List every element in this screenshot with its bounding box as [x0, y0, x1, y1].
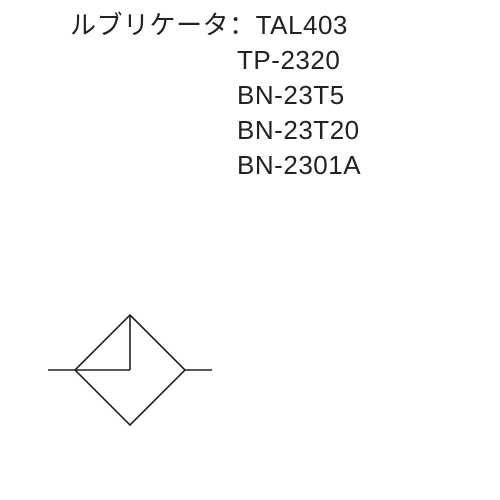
lubricator-text-block: ルブリケータ：TAL403TP-2320BN-23T5BN-23T20BN-23… [70, 8, 361, 183]
model-code: TAL403 [256, 10, 348, 40]
model-code-line: BN-2301A [70, 148, 361, 183]
lubricator-symbol [40, 290, 220, 450]
model-code: TP-2320 [237, 45, 340, 75]
lubricator-label: ルブリケータ [70, 10, 229, 40]
label-separator: ： [229, 10, 256, 40]
model-code-line: BN-23T20 [70, 113, 361, 148]
model-code: BN-23T20 [237, 115, 360, 145]
model-code-line: TP-2320 [70, 43, 361, 78]
lubricator-label-line: ルブリケータ：TAL403 [70, 8, 361, 43]
model-code-line: BN-23T5 [70, 78, 361, 113]
model-code: BN-2301A [237, 150, 361, 180]
model-code: BN-23T5 [237, 80, 345, 110]
lubricator-symbol-svg [40, 290, 220, 450]
